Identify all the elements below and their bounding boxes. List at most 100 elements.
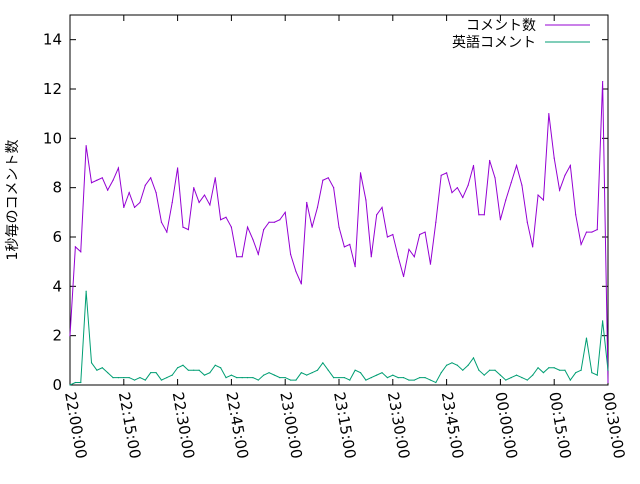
data-point-s2 — [419, 377, 421, 379]
data-point-s2 — [569, 379, 571, 381]
data-point-s1 — [306, 201, 308, 204]
data-point-s1 — [359, 172, 362, 174]
data-point-s2 — [429, 379, 432, 381]
x-tick-label: 22:00:00 — [61, 391, 90, 460]
data-point-s1 — [397, 256, 399, 258]
data-point-s2 — [521, 377, 523, 379]
data-point-s2 — [338, 377, 340, 379]
data-point-s2 — [246, 377, 249, 379]
data-point-s1 — [558, 189, 561, 191]
data-point-s1 — [521, 184, 523, 186]
data-point-s1 — [236, 256, 238, 258]
series-line-2 — [69, 291, 609, 386]
data-point-s2 — [558, 369, 561, 371]
data-point-s1 — [112, 179, 114, 181]
data-point-s1 — [80, 251, 82, 253]
data-point-s2 — [80, 381, 82, 384]
data-point-s2 — [408, 379, 410, 381]
data-point-s2 — [193, 369, 195, 371]
data-point-s1 — [268, 221, 270, 223]
y-tick-label: 12 — [43, 80, 62, 98]
data-point-s1 — [225, 216, 227, 218]
legend-label: コメント数 — [466, 18, 536, 34]
data-point-s1 — [376, 214, 378, 216]
data-point-s1 — [230, 226, 232, 228]
data-point-s2 — [354, 369, 356, 371]
data-point-s1 — [263, 229, 265, 231]
data-point-s1 — [602, 81, 604, 83]
data-point-s1 — [548, 113, 550, 115]
data-point-s2 — [273, 374, 276, 376]
data-point-s1 — [338, 226, 340, 228]
data-point-s1 — [585, 231, 588, 233]
data-point-s2 — [166, 377, 168, 379]
data-point-s1 — [150, 177, 152, 179]
x-tick-label: 22:45:00 — [222, 391, 251, 460]
data-point-s1 — [456, 187, 458, 189]
data-point-s2 — [575, 372, 577, 374]
data-point-s2 — [451, 362, 453, 364]
data-point-s1 — [295, 270, 297, 273]
data-point-s2 — [322, 362, 324, 364]
data-point-s1 — [370, 256, 372, 258]
data-point-s1 — [462, 196, 464, 199]
data-point-s1 — [392, 233, 394, 236]
data-point-s2 — [284, 377, 286, 379]
data-point-s1 — [257, 253, 259, 255]
data-point-s2 — [532, 374, 534, 376]
data-point-s2 — [370, 377, 372, 379]
data-point-s2 — [456, 364, 458, 366]
data-point-s1 — [284, 211, 286, 213]
data-point-s2 — [171, 374, 173, 376]
data-point-s1 — [209, 204, 211, 206]
data-point-s2 — [553, 367, 555, 369]
data-point-s1 — [526, 221, 528, 223]
x-axis: 22:00:00 22:15:00 22:30:00 22:45:00 23:00:00… — [61, 15, 628, 460]
data-point-s1 — [246, 226, 249, 228]
data-point-s1 — [198, 201, 200, 204]
x-tick-label: 22:30:00 — [169, 391, 198, 460]
data-point-s2 — [214, 364, 216, 366]
data-point-s2 — [85, 290, 87, 292]
data-point-s1 — [128, 192, 130, 194]
data-point-s2 — [515, 374, 518, 376]
data-point-s2 — [316, 369, 319, 371]
data-point-s2 — [209, 372, 211, 374]
data-point-s2 — [327, 369, 329, 371]
data-point-s1 — [203, 194, 206, 196]
series-line-1 — [69, 81, 609, 383]
data-point-s2 — [462, 369, 464, 371]
data-point-s1 — [381, 206, 383, 208]
data-point-s2 — [160, 379, 163, 381]
data-point-s2 — [392, 374, 394, 376]
plot-frame — [69, 14, 609, 386]
data-point-s1 — [300, 283, 302, 285]
data-point-s1 — [354, 266, 356, 268]
y-tick-label: 10 — [43, 129, 62, 147]
data-point-s1 — [311, 226, 313, 228]
data-point-s1 — [429, 263, 432, 265]
x-tick-label: 23:00:00 — [276, 391, 305, 460]
data-point-s1 — [537, 194, 539, 196]
x-tick-label: 23:30:00 — [384, 391, 413, 460]
data-point-s2 — [187, 369, 189, 371]
data-point-s1 — [413, 256, 415, 258]
data-point-s2 — [139, 377, 141, 379]
data-point-s2 — [155, 372, 157, 374]
data-point-s1 — [327, 177, 329, 179]
data-point-s2 — [268, 372, 270, 374]
data-point-s2 — [478, 369, 480, 371]
legend-label: 英語コメント — [452, 34, 536, 51]
data-point-s2 — [349, 379, 351, 381]
data-point-s1 — [575, 214, 577, 216]
data-point-s1 — [596, 229, 598, 231]
data-point-s1 — [155, 192, 157, 194]
data-point-s1 — [273, 221, 276, 223]
data-point-s1 — [171, 201, 173, 204]
data-point-s1 — [241, 256, 243, 258]
x-tick-label: 23:45:00 — [438, 391, 467, 460]
y-tick-label: 0 — [52, 376, 62, 394]
data-point-s1 — [107, 189, 109, 191]
data-point-s1 — [419, 233, 421, 236]
